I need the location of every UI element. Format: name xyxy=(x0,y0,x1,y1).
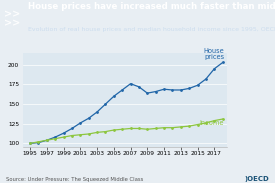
Text: House
prices: House prices xyxy=(204,48,224,60)
Text: >>
>>: >> >> xyxy=(4,9,20,28)
Text: Evolution of real house prices and median household income since 1995, OECD aver: Evolution of real house prices and media… xyxy=(28,27,275,32)
Text: House prices have increased much faster than middle incomes: House prices have increased much faster … xyxy=(28,2,275,11)
Text: Income: Income xyxy=(200,120,224,126)
Text: Source: Under Pressure: The Squeezed Middle Class: Source: Under Pressure: The Squeezed Mid… xyxy=(6,177,143,182)
Text: )OECD: )OECD xyxy=(245,176,270,182)
